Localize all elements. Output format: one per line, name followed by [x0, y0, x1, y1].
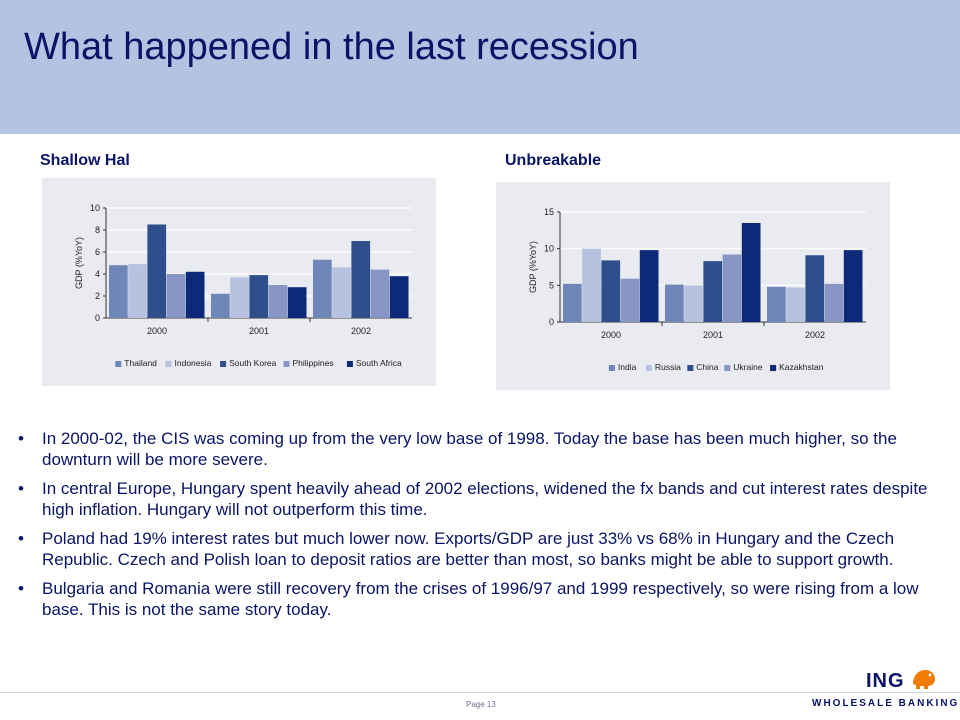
- bar: [268, 285, 288, 318]
- bar: [665, 284, 684, 322]
- bar: [741, 223, 761, 322]
- legend-label: South Africa: [356, 358, 402, 368]
- bar: [249, 275, 269, 318]
- bullet-text: In central Europe, Hungary spent heavily…: [42, 479, 928, 519]
- lion-logo-icon: [913, 670, 935, 689]
- y-tick-label: 10: [90, 203, 100, 213]
- bar: [639, 250, 659, 322]
- bar: [313, 259, 332, 318]
- legend-swatch: [165, 361, 172, 367]
- chart-panel-unbreakable: 0 5 10 15 GDP (%YoY) 2000 2001 2002 India Russia C…: [496, 182, 890, 390]
- legend-swatch: [687, 365, 694, 371]
- legend-swatch: [608, 365, 615, 371]
- x-tick-label: 2000: [601, 330, 621, 340]
- y-tick-label: 4: [95, 269, 100, 279]
- bar: [843, 250, 863, 322]
- bullet-list: • In 2000-02, the CIS was coming up from …: [18, 428, 938, 628]
- bar: [684, 285, 703, 322]
- y-tick-label: 2: [95, 291, 100, 301]
- legend-label: Indonesia: [175, 358, 212, 368]
- chart-shallow-hal: 0 2 4 6 8 10 GDP (%YoY) 2000 2001 2002 Thailand Ind…: [74, 203, 412, 368]
- legend-label: China: [696, 362, 718, 372]
- bullet-icon: •: [18, 579, 24, 598]
- legend-swatch: [115, 361, 122, 367]
- bar: [128, 264, 147, 318]
- y-tick-label: 0: [549, 317, 554, 327]
- bullet-icon: •: [18, 429, 24, 448]
- x-tick-label: 2002: [351, 326, 371, 336]
- bar: [109, 265, 128, 318]
- y-tick-label: 0: [95, 313, 100, 323]
- legend-label: Kazakhstan: [779, 362, 824, 372]
- legend-swatch: [770, 365, 777, 371]
- legend-label: Philippines: [293, 358, 334, 368]
- chart-unbreakable: 0 5 10 15 GDP (%YoY) 2000 2001 2002 India Russia C…: [528, 207, 866, 372]
- bullet-icon: •: [18, 479, 24, 498]
- legend-label: Thailand: [124, 358, 157, 368]
- legend-swatch: [724, 365, 731, 371]
- ing-logo-text: ING: [866, 670, 905, 692]
- bullet-item: • In 2000-02, the CIS was coming up from …: [18, 428, 938, 470]
- legend-swatch: [220, 361, 227, 367]
- bullet-item: • Poland had 19% interest rates but much …: [18, 528, 938, 570]
- bar: [147, 224, 167, 318]
- bullet-item: • Bulgaria and Romania were still recover…: [18, 578, 938, 620]
- chart-panel-shallow-hal: 0 2 4 6 8 10 GDP (%YoY) 2000 2001 2002 Thailand Ind…: [42, 178, 436, 386]
- bar: [601, 260, 621, 322]
- y-tick-label: 6: [95, 247, 100, 257]
- bar: [722, 254, 742, 322]
- x-tick-label: 2000: [147, 326, 167, 336]
- bar: [582, 248, 601, 322]
- chart-heading-shallow-hal: Shallow Hal: [40, 152, 130, 169]
- bar: [351, 241, 371, 318]
- y-axis-label: GDP (%YoY): [528, 241, 538, 293]
- y-tick-label: 5: [549, 280, 554, 290]
- y-axis-label: GDP (%YoY): [74, 237, 84, 289]
- bar: [332, 267, 351, 318]
- chart-heading-unbreakable: Unbreakable: [505, 152, 602, 169]
- x-tick-label: 2001: [703, 330, 723, 340]
- bullet-item: • In central Europe, Hungary spent heavil…: [18, 478, 938, 520]
- x-tick-label: 2001: [249, 326, 269, 336]
- bullet-text: Poland had 19% interest rates but much l…: [42, 529, 895, 569]
- legend-label: South Korea: [229, 358, 277, 368]
- bar: [185, 271, 205, 318]
- x-tick-label: 2002: [805, 330, 825, 340]
- wholesale-banking-tagline: WHOLESALE BANKING: [812, 698, 960, 709]
- y-tick-label: 10: [544, 244, 554, 254]
- legend-label: Ukraine: [733, 362, 763, 372]
- legend-swatch: [645, 365, 652, 371]
- bar: [824, 283, 844, 322]
- page-number: Page 13: [466, 700, 496, 709]
- bar: [786, 287, 805, 322]
- legend-label: India: [618, 362, 637, 372]
- bar: [287, 287, 307, 318]
- bar: [230, 277, 249, 318]
- bar: [563, 283, 582, 322]
- bar: [767, 286, 786, 322]
- legend-swatch: [346, 361, 353, 367]
- bullet-text: In 2000-02, the CIS was coming up from t…: [42, 429, 897, 469]
- slide-title: What happened in the last recession: [24, 26, 639, 68]
- legend-swatch: [283, 361, 290, 367]
- bullet-text: Bulgaria and Romania were still recovery…: [42, 579, 919, 619]
- bar: [370, 269, 390, 318]
- bullet-icon: •: [18, 529, 24, 548]
- bar: [703, 261, 723, 322]
- legend-label: Russia: [655, 362, 681, 372]
- header-band: [0, 0, 960, 134]
- bar: [166, 274, 186, 318]
- y-tick-label: 15: [544, 207, 554, 217]
- footer-divider: [0, 692, 960, 693]
- bar: [389, 276, 409, 318]
- bar: [805, 255, 825, 322]
- y-tick-label: 8: [95, 225, 100, 235]
- bar: [620, 278, 640, 322]
- bar: [211, 293, 230, 318]
